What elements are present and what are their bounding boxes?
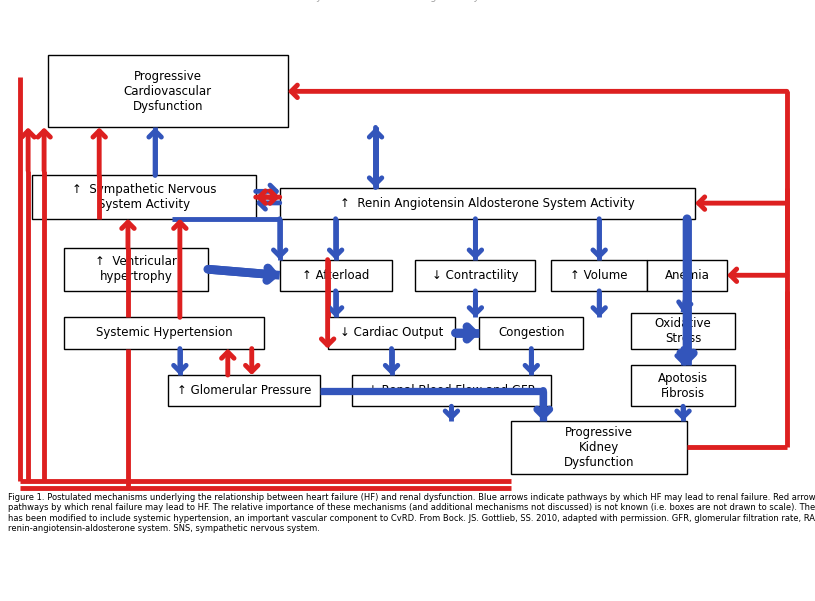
Text: ↓ Cardiac Output: ↓ Cardiac Output: [340, 326, 443, 340]
FancyBboxPatch shape: [551, 260, 647, 291]
FancyBboxPatch shape: [168, 375, 319, 406]
Text: ↓ Renal Blood Flow and GFR: ↓ Renal Blood Flow and GFR: [368, 384, 535, 397]
Text: Progressive
Cardiovascular
Dysfunction: Progressive Cardiovascular Dysfunction: [124, 70, 212, 113]
FancyBboxPatch shape: [351, 375, 551, 406]
Text: ↑  Sympathetic Nervous
System Activity: ↑ Sympathetic Nervous System Activity: [72, 183, 216, 211]
Text: ↑ Afterload: ↑ Afterload: [302, 269, 369, 282]
Text: Anemia: Anemia: [664, 269, 710, 282]
Text: Figure 1. Postulated mechanisms underlying the relationship between heart failur: Figure 1. Postulated mechanisms underlyi…: [8, 493, 815, 533]
FancyBboxPatch shape: [647, 260, 727, 291]
Text: ↑  Renin Angiotensin Aldosterone System Activity: ↑ Renin Angiotensin Aldosterone System A…: [340, 197, 635, 210]
Text: Systemic Hypertension: Systemic Hypertension: [95, 326, 232, 340]
FancyBboxPatch shape: [32, 175, 256, 219]
Text: Oxidative
Stress: Oxidative Stress: [654, 317, 711, 344]
FancyBboxPatch shape: [511, 421, 687, 474]
Text: Pathway Of Blood Flow To The Right Kidney Flow Chart: Pathway Of Blood Flow To The Right Kidne…: [284, 0, 531, 2]
Text: Congestion: Congestion: [498, 326, 565, 340]
Text: Progressive
Kidney
Dysfunction: Progressive Kidney Dysfunction: [564, 426, 634, 469]
Text: ↓ Contractility: ↓ Contractility: [432, 269, 518, 282]
FancyBboxPatch shape: [48, 55, 288, 127]
FancyBboxPatch shape: [64, 317, 264, 349]
FancyBboxPatch shape: [416, 260, 535, 291]
FancyBboxPatch shape: [280, 260, 391, 291]
Text: ↑ Volume: ↑ Volume: [570, 269, 628, 282]
FancyBboxPatch shape: [64, 248, 208, 291]
FancyBboxPatch shape: [280, 188, 695, 219]
Text: ↑ Glomerular Pressure: ↑ Glomerular Pressure: [177, 384, 311, 397]
FancyBboxPatch shape: [479, 317, 584, 349]
FancyBboxPatch shape: [328, 317, 456, 349]
FancyBboxPatch shape: [631, 313, 735, 349]
Text: Apotosis
Fibrosis: Apotosis Fibrosis: [658, 372, 708, 400]
FancyBboxPatch shape: [631, 365, 735, 406]
Text: ↑  Ventricular
hypertrophy: ↑ Ventricular hypertrophy: [95, 255, 177, 283]
